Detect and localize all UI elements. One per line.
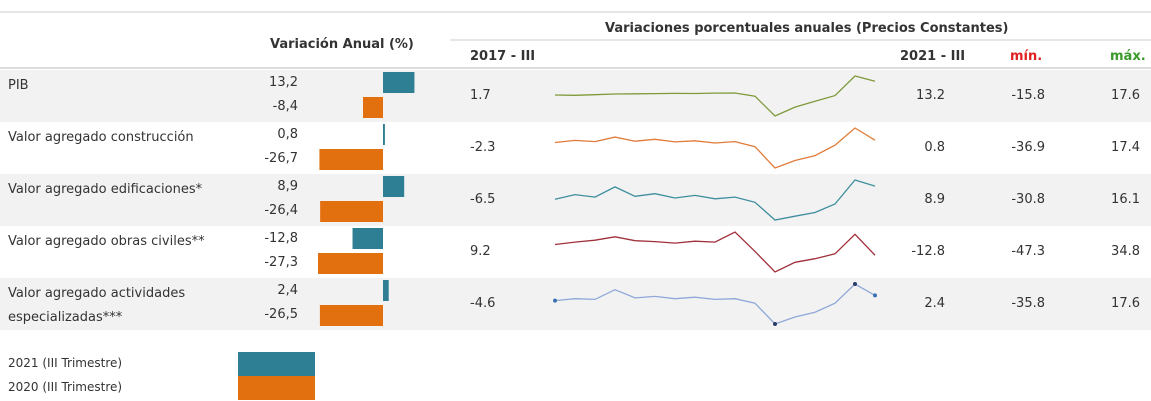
row-shade [0, 70, 1151, 122]
value-2021: 13,2 [269, 75, 298, 90]
row-label: Valor agregado obras civiles** [8, 234, 205, 249]
legend-swatch [238, 352, 315, 376]
bar-y2020 [318, 253, 383, 274]
sparkline [554, 179, 876, 221]
min-value: -15.8 [1011, 88, 1045, 103]
sparkline [554, 231, 876, 273]
row-label: Valor agregado actividades especializada… [8, 286, 186, 325]
end-value: 0.8 [924, 140, 945, 155]
min-col-header: mín. [1010, 49, 1043, 64]
end-value: 8.9 [924, 192, 945, 207]
value-2020: -26,5 [264, 307, 298, 322]
value-2021: 0,8 [277, 127, 298, 142]
sparkline [554, 75, 876, 117]
legend-label: 2020 (III Trimestre) [8, 380, 123, 394]
sparkline-marker [853, 282, 857, 286]
legend-label: 2021 (III Trimestre) [8, 356, 123, 370]
value-2021: 2,4 [277, 283, 298, 298]
left-title: Variación Anual (%) [270, 37, 414, 52]
bar-y2021 [383, 280, 389, 301]
start-value: -6.5 [470, 192, 496, 207]
sparkline-marker [773, 322, 777, 326]
row-label: Valor agregado edificaciones* [8, 182, 203, 197]
value-2021: -12,8 [264, 231, 298, 246]
end-value: -12.8 [911, 244, 945, 259]
sparkline [554, 283, 876, 325]
value-2020: -26,4 [264, 203, 298, 218]
bar-y2021 [383, 72, 415, 93]
min-value: -35.8 [1011, 296, 1045, 311]
end-value: 2.4 [924, 296, 945, 311]
start-value: 1.7 [470, 88, 491, 103]
legend-swatch [238, 376, 315, 400]
row-label: Valor agregado construcción [8, 130, 194, 145]
max-value: 16.1 [1111, 192, 1140, 207]
end-value: 13.2 [916, 88, 945, 103]
bar-y2020 [319, 305, 383, 326]
sparkline-marker [553, 298, 557, 303]
max-value: 34.8 [1111, 244, 1140, 259]
value-2020: -27,3 [264, 255, 298, 270]
end-col-header: 2021 - III [900, 49, 966, 64]
bar-y2021 [352, 228, 383, 249]
row-shade [0, 278, 1151, 330]
bar-y2020 [363, 97, 383, 118]
start-value: -2.3 [470, 140, 496, 155]
sparkline [554, 127, 876, 169]
value-2020: -8,4 [272, 99, 298, 114]
start-value: -4.6 [470, 296, 496, 311]
min-value: -47.3 [1011, 244, 1045, 259]
value-2021: 8,9 [277, 179, 298, 194]
max-value: 17.6 [1111, 88, 1140, 103]
start-value: 9.2 [470, 244, 491, 259]
value-2020: -26,7 [264, 151, 298, 166]
sparkline-marker [873, 293, 877, 298]
start-col-header: 2017 - III [470, 49, 536, 64]
row-shade [0, 174, 1151, 226]
row-label: PIB [8, 78, 29, 93]
bar-y2020 [319, 149, 383, 170]
min-value: -36.9 [1011, 140, 1045, 155]
max-value: 17.4 [1111, 140, 1140, 155]
max-value: 17.6 [1111, 296, 1140, 311]
bar-y2020 [320, 201, 383, 222]
right-title: Variaciones porcentuales anuales (Precio… [605, 21, 1009, 36]
max-col-header: máx. [1110, 49, 1146, 64]
bar-y2021 [383, 124, 385, 145]
min-value: -30.8 [1011, 192, 1045, 207]
bar-y2021 [383, 176, 405, 197]
